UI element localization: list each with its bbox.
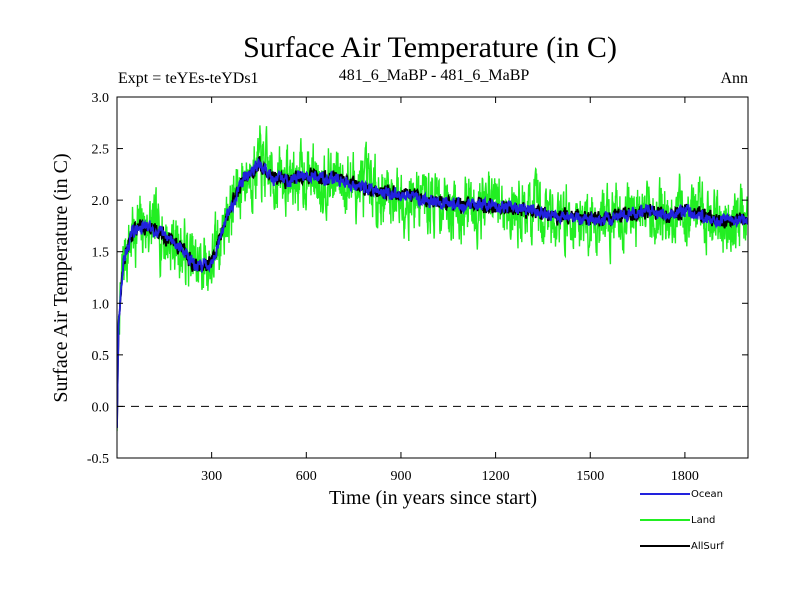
- legend-item-allsurf: AllSurf: [640, 541, 724, 552]
- x-tick-label: 600: [296, 469, 317, 484]
- y-tick-label: 2.5: [92, 143, 110, 158]
- period-label: 481_6_MaBP - 481_6_MaBP: [339, 67, 530, 84]
- legend-label-land: Land: [691, 515, 715, 526]
- x-tick-label: 1800: [671, 469, 699, 484]
- legend: Ocean Land AllSurf: [640, 489, 724, 552]
- season-label: Ann: [720, 70, 748, 87]
- y-tick-label: -0.5: [87, 452, 109, 467]
- legend-item-ocean: Ocean: [640, 489, 723, 500]
- series-line-ocean: [117, 157, 748, 428]
- legend-label-ocean: Ocean: [691, 489, 723, 500]
- x-axis-label: Time (in years since start): [329, 487, 537, 509]
- y-tick-label: 2.0: [92, 194, 110, 209]
- plot-frame: [116, 96, 749, 459]
- y-tick-label: 0.5: [92, 349, 110, 364]
- legend-label-allsurf: AllSurf: [691, 541, 724, 552]
- y-tick-label: 0.0: [92, 400, 110, 415]
- x-tick-label: 900: [390, 469, 411, 484]
- x-tick-label: 1500: [576, 469, 604, 484]
- plot-area: [116, 96, 749, 459]
- x-tick-label: 1200: [482, 469, 510, 484]
- y-axis-label: Surface Air Temperature (in C): [50, 153, 72, 402]
- experiment-label: Expt = teYEs-teYDs1: [118, 70, 259, 87]
- series-line-land: [117, 125, 748, 432]
- y-tick-label: 3.0: [92, 91, 110, 106]
- x-axis: 300 600 900 1200 1500 1800: [201, 97, 699, 484]
- x-tick-label: 300: [201, 469, 222, 484]
- chart-title: Surface Air Temperature (in C): [243, 31, 617, 64]
- series-layer: [117, 125, 748, 432]
- y-tick-label: 1.0: [92, 297, 110, 312]
- series-line-allsurf: [117, 156, 748, 428]
- legend-item-land: Land: [640, 515, 715, 526]
- y-tick-label: 1.5: [92, 246, 110, 261]
- y-axis: -0.5 0.0 0.5 1.0 1.5 2.0 2.5 3.0: [87, 91, 748, 467]
